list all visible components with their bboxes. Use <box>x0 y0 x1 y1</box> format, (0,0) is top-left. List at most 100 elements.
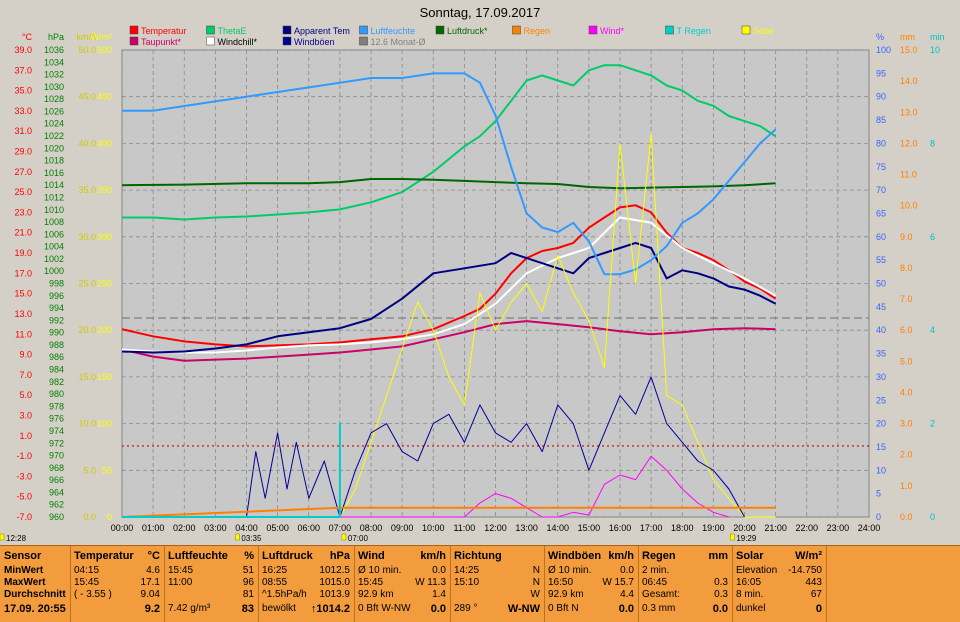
panel-row: 81 <box>168 589 254 601</box>
series-line <box>122 455 730 518</box>
row-value: 4.6 <box>146 565 160 576</box>
axis-tick-label: 11.0 <box>15 329 32 339</box>
axis-tick-label: 1010 <box>44 205 64 215</box>
row-value: 1.4 <box>432 589 446 600</box>
panel-row: dunkel 0 <box>736 603 822 615</box>
panel-row: Durchschnitt <box>4 589 66 601</box>
series-line <box>122 376 745 518</box>
panel-header: Solar W/m² <box>736 550 822 563</box>
sun-marker-icon <box>0 533 5 541</box>
axis-unit: % <box>876 32 884 42</box>
panel-row: 15:10 N <box>454 577 540 589</box>
panel-header: Luftdruck hPa <box>262 550 350 563</box>
panel-header: Temperatur °C <box>74 550 160 563</box>
axis-tick-label: 1034 <box>44 57 64 67</box>
panel-unit: hPa <box>329 550 350 562</box>
axis-tick-label: 1014 <box>44 180 64 190</box>
axis-tick-label: 998 <box>49 279 64 289</box>
panel-header: Sensor <box>4 550 66 563</box>
legend-swatch <box>665 25 674 35</box>
x-tick-label: 15:00 <box>578 523 601 533</box>
current-date: 17.09. 20:55 <box>4 603 66 615</box>
axis-tick-label: 35 <box>876 349 886 359</box>
legend-label: Wind* <box>600 26 625 36</box>
panel-row: 08:55 1015.0 <box>262 577 350 589</box>
panel-row: bewölkt ↑1014.2 <box>262 603 350 615</box>
sun-markers: 12:28 03:35 07:00 19:29 <box>0 533 757 543</box>
axis-tick-label: 10 <box>930 45 940 55</box>
panel-unit: % <box>244 550 254 562</box>
x-tick-label: 00:00 <box>111 523 134 533</box>
axis-tick-label: 10.0 <box>78 419 96 429</box>
axis-tick-label: 21.0 <box>14 228 32 238</box>
panel-title: Temperatur <box>74 550 134 562</box>
row-extra: 7.42 g/m³ <box>168 603 211 614</box>
x-tick-label: 04:00 <box>235 523 258 533</box>
axis-tick-label: 968 <box>49 463 64 473</box>
axis-tick-label: 966 <box>49 475 64 485</box>
axis-tick-label: 1026 <box>44 106 64 116</box>
legend-label: Regen <box>524 26 551 36</box>
row-label: 15:45 <box>168 565 194 576</box>
axis-tick-label: -1.0 <box>16 451 32 461</box>
axis-tick-label: 10 <box>876 465 886 475</box>
axis-tick-label: -3.0 <box>16 471 32 481</box>
series-line <box>121 204 777 348</box>
axis-tick-label: 1036 <box>44 45 64 55</box>
row-label: MaxWert <box>4 577 46 588</box>
axis-tick-label: 964 <box>49 487 64 497</box>
axis-tick-label: 95 <box>876 68 886 78</box>
series-line <box>121 178 776 190</box>
legend-swatch <box>206 25 215 35</box>
axis-tick-label: 20.0 <box>78 325 96 335</box>
row-value: W 11.3 <box>415 577 446 588</box>
current-value: ↑1014.2 <box>310 603 350 615</box>
axis-tick-label: 10.0 <box>900 201 918 211</box>
row-extra: bewölkt <box>262 603 296 614</box>
axis-tick-label: 0 <box>107 512 112 522</box>
axis-tick-label: 350 <box>97 185 112 195</box>
series <box>121 64 777 518</box>
row-extra: 0 Bft W-NW <box>358 603 411 614</box>
axis-tick-label: 25.0 <box>14 187 32 197</box>
series-line <box>122 72 777 276</box>
axis-tick-label: 7.0 <box>19 370 32 380</box>
axis-tick-label: 986 <box>49 352 64 362</box>
axis-tick-label: 13.0 <box>900 107 918 117</box>
sun-marker-label: 12:28 <box>6 534 27 543</box>
panel-row: 04:15 4.6 <box>74 565 160 577</box>
axis-tick-label: 35.0 <box>78 185 96 195</box>
panel-row: Ø 10 min. 0.0 <box>358 565 446 577</box>
axis-tick-label: 1004 <box>44 242 64 252</box>
x-tick-label: 10:00 <box>422 523 445 533</box>
panel-title: Regen <box>642 550 676 562</box>
panel-column-regen: Regen mm 2 min. 06:45 0.3 Gesamt: 0.3 0.3 mm 0.0 <box>638 546 733 622</box>
legend-swatch <box>206 36 215 46</box>
row-label: 2 min. <box>642 565 670 576</box>
axis-tick-label: 1012 <box>44 192 64 202</box>
axis-tick-label: 300 <box>97 232 112 242</box>
panel-row: 8 min. 67 <box>736 589 822 601</box>
row-label: 08:55 <box>262 577 288 588</box>
row-value: 443 <box>805 577 822 588</box>
row-label: Durchschnitt <box>4 589 66 600</box>
axis-tick-label: 11.0 <box>900 170 917 180</box>
panel-row: 289 ° W-NW <box>454 603 540 615</box>
axis-tick-label: 1020 <box>44 143 64 153</box>
axis-tick-label: 976 <box>49 414 64 424</box>
row-label: 92.9 km <box>358 589 394 600</box>
axis-tick-label: 0.0 <box>900 512 913 522</box>
panel-row: 2 min. <box>642 565 728 577</box>
row-extra: dunkel <box>736 603 766 614</box>
axis-tick-label: 1006 <box>44 229 64 239</box>
axis-tick-label: 978 <box>49 401 64 411</box>
panel-header: Richtung <box>454 550 540 563</box>
row-label: ( - 3.55 ) <box>74 589 112 600</box>
axis-unit: km/h <box>76 32 96 42</box>
axis-tick-label: 200 <box>97 325 112 335</box>
panel-column-sensor: Sensor MinWert MaxWert Durchschnitt 17.09. 2… <box>0 546 71 622</box>
panel-row: 15:45 W 11.3 <box>358 577 446 589</box>
x-tick-label: 02:00 <box>173 523 196 533</box>
sun-marker-label: 07:00 <box>348 534 369 543</box>
panel-title: Wind <box>358 550 385 562</box>
